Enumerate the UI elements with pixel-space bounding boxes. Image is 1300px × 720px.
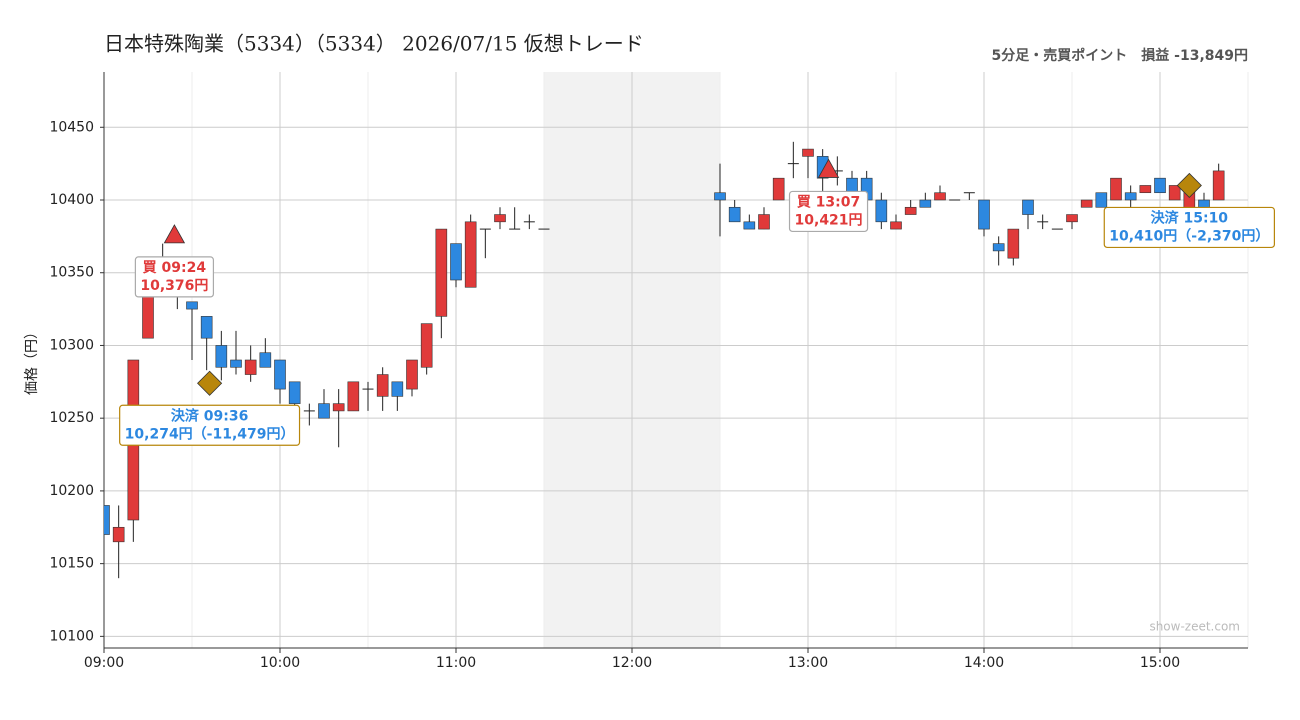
- candle-body: [1110, 177, 1122, 201]
- candle-body: [1066, 214, 1078, 223]
- annotation-box: [119, 404, 301, 446]
- annotation-price: 10,410円（-2,370円）: [1109, 228, 1269, 244]
- annotation-box: [1103, 206, 1275, 249]
- candle-body: [244, 359, 257, 375]
- annotation-label: 決済 15:10: [1151, 209, 1229, 226]
- candle-body: [112, 526, 125, 543]
- y-tick-label: 10150: [49, 556, 94, 572]
- x-tick-label: 14:00: [964, 655, 1004, 671]
- trade-annotation: 買 13:07 10,421円: [788, 190, 869, 233]
- candle-body: [494, 214, 506, 223]
- candle-body: [1007, 228, 1020, 259]
- settle-marker: [1176, 172, 1202, 199]
- trade-annotation: 買 09:24 10,376円: [134, 256, 215, 298]
- buy-marker: [817, 158, 840, 178]
- candle-body: [758, 214, 770, 230]
- x-tick-label: 11:00: [436, 655, 476, 671]
- candle-body: [1080, 199, 1093, 208]
- candle-body: [743, 221, 756, 230]
- y-tick-label: 10250: [49, 410, 94, 426]
- annotation-price: 10,376円: [140, 278, 208, 294]
- candle-body: [802, 148, 814, 157]
- candle-body: [186, 301, 198, 310]
- candle-body: [728, 206, 741, 223]
- annotation-label: 買 09:24: [143, 260, 207, 276]
- candle-body: [1154, 177, 1166, 194]
- candle-body: [420, 323, 433, 368]
- candle-body: [104, 505, 110, 535]
- annotation-box: [788, 190, 869, 233]
- annotation-label: 買 13:07: [797, 194, 860, 210]
- candle-body: [450, 243, 462, 281]
- candle-body: [890, 221, 902, 230]
- candle-body: [406, 359, 418, 390]
- candle-body: [1022, 199, 1034, 215]
- annotation-price: 10,274円（-11,479円）: [125, 426, 295, 442]
- candle-body: [332, 403, 345, 412]
- chart-title: 日本特殊陶業（5334）（5334） 2026/07/15 仮想トレード: [104, 32, 644, 56]
- y-tick-label: 10450: [49, 119, 94, 135]
- candle-body: [215, 345, 228, 368]
- candle-body: [318, 403, 330, 419]
- y-tick-label: 10100: [49, 628, 94, 644]
- candle-body: [274, 359, 286, 390]
- settle-marker: [197, 370, 223, 396]
- y-axis-label: 価格（円）: [24, 325, 40, 395]
- annotation-label: 決済 09:36: [171, 407, 248, 424]
- candle-body: [772, 177, 785, 201]
- x-tick-label: 09:00: [84, 655, 124, 671]
- candle-body: [435, 228, 448, 317]
- annotation-price: 10,421円: [795, 212, 863, 228]
- candle-body: [230, 359, 242, 368]
- candle-body: [391, 381, 404, 397]
- y-tick-label: 10200: [49, 483, 94, 499]
- chart-subtitle: 5分足・売買ポイント 損益 -13,849円: [992, 47, 1248, 64]
- candle-body: [1095, 192, 1108, 208]
- candle-body: [875, 199, 888, 223]
- candle-body: [464, 221, 477, 288]
- x-tick-label: 10:00: [260, 655, 300, 671]
- y-tick-label: 10350: [49, 265, 94, 281]
- candle-body: [978, 199, 990, 230]
- candle-body: [1168, 185, 1181, 201]
- annotation-box: [134, 256, 215, 298]
- candle-body: [347, 381, 360, 412]
- candle-body: [714, 192, 726, 201]
- trade-annotation: 決済 09:36 10,274円（-11,479円）: [119, 404, 301, 446]
- candle-body: [1198, 199, 1210, 208]
- x-tick-label: 12:00: [612, 655, 652, 671]
- candle-body: [919, 199, 932, 208]
- y-tick-label: 10400: [49, 192, 94, 208]
- watermark: show-zeet.com: [1149, 620, 1240, 634]
- candle-body: [1124, 192, 1137, 201]
- candle-body: [200, 316, 213, 339]
- candle-body: [904, 206, 917, 215]
- y-tick-label: 10300: [49, 337, 94, 353]
- candle-body: [934, 192, 946, 201]
- candle-body: [259, 352, 272, 368]
- trade-annotation: 決済 15:10 10,410円（-2,370円）: [1103, 206, 1275, 249]
- candle-body: [992, 243, 1005, 252]
- buy-marker: [163, 224, 186, 244]
- candle-body: [1212, 170, 1225, 201]
- candle-body: [288, 381, 301, 404]
- candle-body: [1139, 185, 1152, 194]
- x-tick-label: 13:00: [788, 655, 828, 671]
- candle-body: [376, 374, 389, 397]
- candle-body: [846, 177, 858, 194]
- x-tick-label: 15:00: [1140, 655, 1180, 671]
